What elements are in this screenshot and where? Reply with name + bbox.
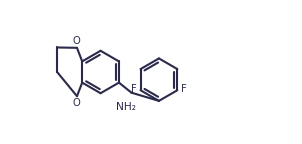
Text: O: O — [72, 98, 80, 108]
Text: F: F — [131, 84, 137, 94]
Text: F: F — [181, 84, 187, 94]
Text: O: O — [72, 36, 80, 46]
Text: NH₂: NH₂ — [116, 102, 136, 112]
